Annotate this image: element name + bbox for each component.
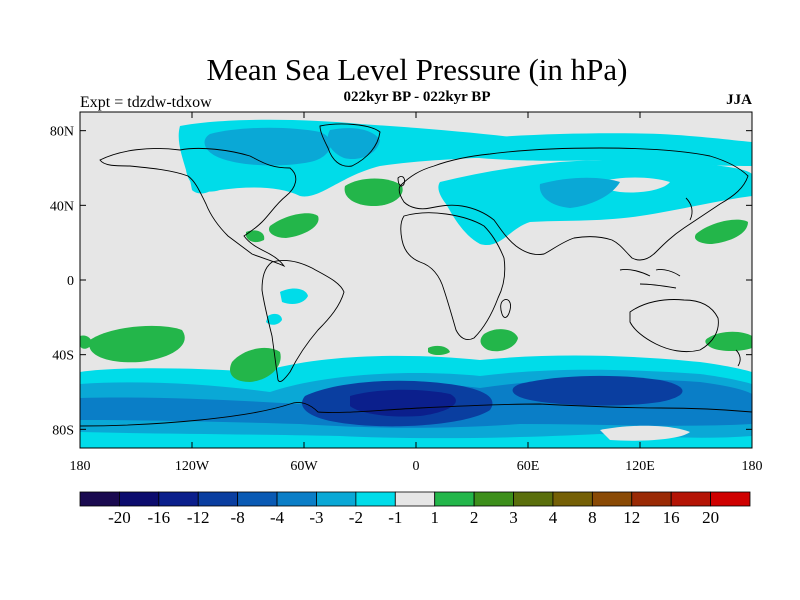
colorbar-swatch: [394, 491, 436, 507]
anomaly-patch-antarctic-edge: [600, 425, 690, 441]
coastlines: [80, 123, 752, 427]
coast-madagascar: [500, 299, 511, 318]
colorbar-swatch: [631, 491, 672, 507]
x-tick-label: 120W: [175, 459, 210, 474]
colorbar-swatch: [710, 491, 751, 507]
colorbar-label: 20: [702, 508, 719, 527]
anomaly-caribbean-positive: [268, 213, 319, 238]
coast-greenland: [319, 123, 381, 167]
anomaly-indian-ocean-positive: [480, 329, 518, 352]
colorbar-label: 2: [470, 508, 479, 527]
x-axis-ticks: 180 120W 60W 0 60E 120E 180: [70, 112, 763, 474]
anomaly-atlantic-north-positive: [344, 178, 403, 206]
colorbar-swatch: [670, 491, 711, 507]
colorbar: -20 -16 -12 -8 -4 -3 -2 -1 1 2 3 4 8 12 16 20: [79, 491, 751, 527]
colorbar-swatch: [316, 491, 357, 507]
colorbar-label: 8: [588, 508, 597, 527]
colorbar-swatch: [434, 491, 475, 507]
y-tick-label: 80S: [52, 423, 74, 438]
anomaly-southatlantic-small: [428, 345, 450, 355]
colorbar-label: -1: [388, 508, 402, 527]
x-tick-label: 180: [70, 459, 91, 474]
anomaly-arctic-russia: [460, 133, 752, 166]
colorbar-swatch: [237, 491, 278, 507]
colorbar-label: 1: [430, 508, 439, 527]
x-tick-label: 180: [742, 459, 763, 474]
coast-australia: [629, 299, 719, 353]
x-tick-label: 60W: [290, 459, 318, 474]
anomaly-south-america-small: [280, 288, 308, 304]
coast-africa: [400, 212, 506, 341]
anomaly-pacific-northeast: [190, 178, 216, 194]
anomaly-greenland-core: [327, 128, 380, 160]
colorbar-label: -2: [349, 508, 363, 527]
coast-indonesia: [619, 269, 681, 289]
colorbar-label: -8: [231, 508, 245, 527]
anomaly-dateline-positive: [80, 335, 92, 349]
pressure-anomaly-field: [80, 119, 752, 448]
colorbar-swatch: [355, 491, 396, 507]
coast-north-america: [99, 147, 297, 268]
anomaly-core-indian-southern: [512, 375, 683, 406]
colorbar-swatch: [591, 491, 633, 507]
season-label: JJA: [726, 92, 752, 108]
coast-south-america: [261, 259, 345, 383]
anomaly-southeast-pacific-positive: [230, 347, 281, 382]
coast-antarctica: [80, 401, 752, 427]
colorbar-swatch: [552, 491, 593, 507]
x-tick-label: 0: [413, 459, 420, 474]
y-axis-ticks: 80N 40N 0 40S 80S: [50, 125, 752, 438]
anomaly-tasman-positive: [705, 331, 752, 351]
coast-new-zealand: [735, 349, 741, 367]
x-tick-label: 120E: [625, 459, 655, 474]
colorbar-swatch: [276, 491, 317, 507]
colorbar-swatch: [158, 491, 199, 507]
anomaly-eurasia: [438, 159, 752, 246]
anomaly-pacific-east-positive: [89, 325, 185, 363]
x-tick-label: 60E: [517, 459, 540, 474]
colorbar-label: -20: [108, 508, 131, 527]
experiment-label: Expt = tdzdw-tdxow: [80, 94, 212, 111]
page-title: Mean Sea Level Pressure (in hPa): [206, 52, 628, 87]
colorbar-swatch: [119, 491, 160, 507]
anomaly-west-pacific-positive: [694, 219, 748, 244]
y-tick-label: 0: [67, 274, 74, 289]
page-subtitle: 022kyr BP - 022kyr BP: [343, 89, 491, 105]
colorbar-swatch: [79, 491, 120, 507]
colorbar-label: 3: [509, 508, 518, 527]
coast-eurasia: [398, 147, 749, 261]
anomaly-core-darkest: [350, 389, 456, 417]
anomaly-gulf-positive: [246, 230, 265, 243]
anomaly-asia-core: [539, 177, 620, 208]
colorbar-label: 4: [549, 508, 558, 527]
colorbar-swatch: [513, 491, 554, 507]
colorbar-label: 12: [623, 508, 640, 527]
colorbar-label: -16: [147, 508, 170, 527]
colorbar-label: -4: [270, 508, 285, 527]
y-tick-label: 40S: [52, 349, 74, 364]
y-tick-label: 40N: [50, 199, 74, 214]
anomaly-chile-small: [266, 313, 282, 325]
coast-japan: [685, 197, 693, 221]
anomaly-canada-core: [204, 127, 331, 166]
y-tick-label: 80N: [50, 125, 74, 140]
colorbar-swatch: [473, 491, 514, 507]
coast-british-isles: [397, 175, 405, 187]
colorbar-label: -12: [187, 508, 210, 527]
colorbar-label: 16: [663, 508, 680, 527]
colorbar-label: -3: [309, 508, 323, 527]
colorbar-swatch: [197, 491, 239, 507]
